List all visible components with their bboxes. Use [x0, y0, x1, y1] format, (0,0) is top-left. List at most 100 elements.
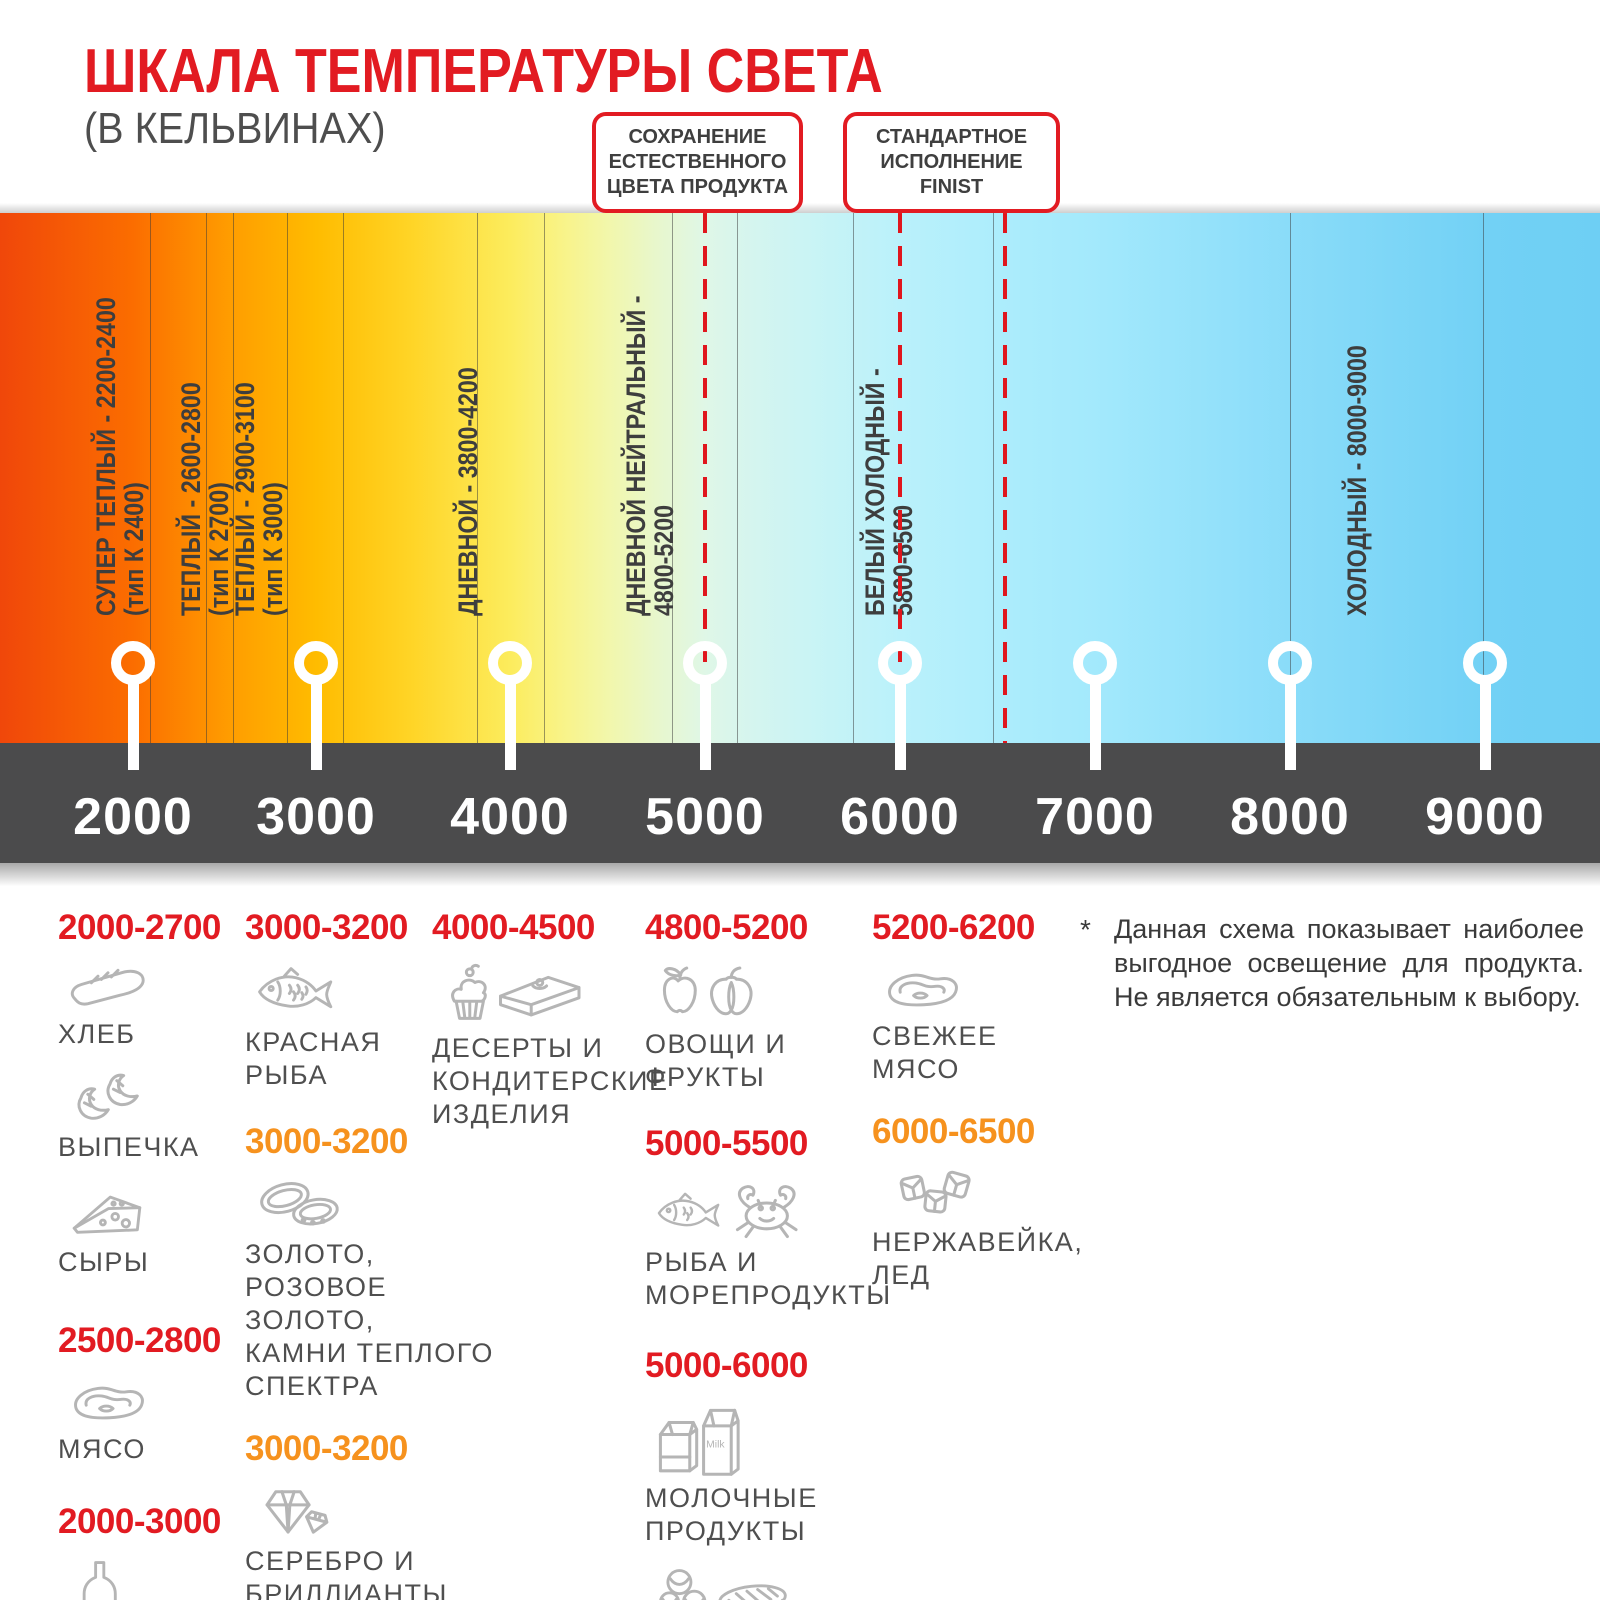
alcohol-icon: [66, 1556, 243, 1600]
zone-divider: [853, 213, 854, 743]
fish-icon: [253, 962, 495, 1020]
bread-icon: [66, 962, 243, 1012]
axis-tick-3000: 3000: [256, 788, 376, 846]
diamond-icon: [253, 1483, 495, 1539]
vegetables-icon: [653, 962, 895, 1022]
marker-pin-stem: [700, 681, 711, 770]
zone-label-cold-white: БЕЛЫЙ ХОЛОДНЫЙ - 5800-6500: [860, 368, 918, 616]
legend-item-label: МЯСО: [58, 1434, 146, 1464]
legend-item-label: КРАСНАЯ РЫБА: [245, 1027, 382, 1090]
marker-pin-3000: [294, 641, 338, 685]
guide-dashed-6500: [1003, 213, 1007, 743]
axis-tick-9000: 9000: [1425, 788, 1545, 846]
range-badge: 4800-5200: [645, 908, 808, 947]
dessert-icon: [440, 962, 652, 1026]
zone-divider: [287, 213, 288, 743]
marker-pin-stem: [505, 681, 516, 770]
callout-line: СОХРАНЕНИЕ: [628, 126, 767, 148]
marker-pin-stem: [128, 681, 139, 770]
kelvin-gradient-band: СУПЕР ТЕПЛЫЙ - 2200-2400 (тип К 2400) ТЕ…: [0, 213, 1600, 743]
marker-pin-2000: [111, 641, 155, 685]
legend-item-label: СЕРЕБРО И БРИЛЛИАНТЫ: [245, 1546, 448, 1600]
frozen-icon: [653, 1564, 895, 1600]
legend-item-label: ДЕСЕРТЫ И КОНДИТЕРСКИЕ ИЗДЕЛИЯ: [432, 1033, 669, 1129]
zone-label-super-warm: СУПЕР ТЕПЛЫЙ - 2200-2400 (тип К 2400): [91, 297, 149, 616]
callout-line: FINIST: [919, 176, 984, 198]
legend-item-label: ОВОЩИ И ФРУКТЫ: [645, 1029, 787, 1092]
range-badge: 2000-3000: [58, 1502, 221, 1541]
range-badge: 2500-2800: [58, 1321, 221, 1360]
legend-item-label: НЕРЖАВЕЙКА, ЛЕД: [872, 1227, 1084, 1290]
range-badge: 4000-4500: [432, 908, 595, 947]
legend-column-4: 4800-5200 ОВОЩИ И ФРУКТЫ 5000-5500: [645, 908, 895, 1600]
axis-tick-7000: 7000: [1035, 788, 1155, 846]
zone-divider: [206, 213, 207, 743]
marker-pin-stem: [1285, 681, 1296, 770]
marker-pin-8000: [1268, 641, 1312, 685]
legend-item-label: СВЕЖЕЕ МЯСО: [872, 1021, 998, 1084]
legend-item-label: МОЛОЧНЫЕ ПРОДУКТЫ: [645, 1483, 818, 1546]
footnote-text: Данная схема показывает наиболее выгодно…: [1114, 914, 1584, 1012]
range-badge: 6000-6500: [872, 1112, 1035, 1151]
marker-pin-stem: [895, 681, 906, 770]
legend-column-3: 4000-4500 ДЕСЕРТЫ И КОНДИТЕРСКИЕ ИЗДЕЛИЯ: [432, 908, 669, 1131]
rings-icon: [253, 1176, 495, 1232]
guide-dashed-5000: [703, 213, 707, 770]
marker-pin-5000: [683, 641, 727, 685]
marker-pin-7000: [1073, 641, 1117, 685]
milk-icon: Milk: [653, 1400, 895, 1476]
zone-divider: [737, 213, 738, 743]
range-badge: 3000-3200: [245, 1429, 408, 1468]
page-title: ШКАЛА ТЕМПЕРАТУРЫ СВЕТА: [84, 37, 883, 106]
zone-divider: [672, 213, 673, 743]
bar-bottom-shadow: [0, 863, 1600, 889]
legend-item-label: РЫБА И МОРЕПРОДУКТЫ: [645, 1247, 892, 1310]
zone-divider: [477, 213, 478, 743]
svg-text:Milk: Milk: [706, 1440, 725, 1451]
axis-tick-4000: 4000: [450, 788, 570, 846]
axis-tick-8000: 8000: [1230, 788, 1350, 846]
callout-line: ИСПОЛНЕНИЕ: [880, 151, 1023, 173]
croissant-icon: [66, 1067, 243, 1125]
legend-item-label: СЫРЫ: [58, 1247, 150, 1277]
marker-pin-9000: [1463, 641, 1507, 685]
zone-label-warm-3000: ТЕПЛЫЙ - 2900-3100 (тип К 3000): [230, 382, 288, 616]
ice-icon: [892, 1166, 1082, 1220]
zone-label-daylight: ДНЕВНОЙ - 3800-4200: [453, 367, 483, 616]
range-badge: 2000-2700: [58, 908, 221, 947]
range-badge: 5200-6200: [872, 908, 1035, 947]
zone-divider: [150, 213, 151, 743]
callout-finist-standard: СТАНДАРТНОЕ ИСПОЛНЕНИЕ FINIST: [843, 112, 1060, 213]
zone-label-warm-2700: ТЕПЛЫЙ - 2600-2800 (тип К 2700): [176, 382, 234, 616]
axis-tick-2000: 2000: [73, 788, 193, 846]
range-badge: 5000-5500: [645, 1124, 808, 1163]
cheese-icon: [66, 1182, 243, 1240]
range-badge: 3000-3200: [245, 908, 408, 947]
marker-pin-stem: [1090, 681, 1101, 770]
marker-pin-4000: [488, 641, 532, 685]
callout-line: СТАНДАРТНОЕ: [875, 126, 1028, 148]
range-badge: 3000-3200: [245, 1122, 408, 1161]
marker-pin-stem: [311, 681, 322, 770]
zone-label-cold: ХОЛОДНЫЙ - 8000-9000: [1342, 345, 1372, 616]
page-subtitle: (В КЕЛЬВИНАХ): [84, 104, 386, 153]
callout-line: ЦВЕТА ПРОДУКТА: [606, 176, 789, 198]
meat-icon: [66, 1375, 243, 1427]
zone-divider: [993, 213, 994, 743]
legend-column-1: 2000-2700 ХЛЕБ ВЫПЕЧКА: [58, 908, 243, 1600]
callout-line: ЕСТЕСТВЕННОГО: [608, 151, 787, 173]
range-badge: 5000-6000: [645, 1346, 808, 1385]
zone-divider: [544, 213, 545, 743]
zone-divider: [1483, 213, 1484, 743]
zone-divider: [343, 213, 344, 743]
footnote-asterisk: *: [1080, 914, 1091, 945]
legend-item-label: ВЫПЕЧКА: [58, 1132, 200, 1162]
kelvin-axis-bar: 2000 3000 4000 5000 6000 7000 8000 9000: [0, 743, 1600, 863]
legend-column-2: 3000-3200 КРАСНАЯ РЫБА 3000-3200: [245, 908, 495, 1600]
footnote: * Данная схема показывает наиболее выгод…: [1080, 912, 1590, 1014]
axis-tick-6000: 6000: [840, 788, 960, 846]
marker-pin-6000: [878, 641, 922, 685]
axis-tick-5000: 5000: [645, 788, 765, 846]
band-top-shadow: [0, 203, 1600, 213]
